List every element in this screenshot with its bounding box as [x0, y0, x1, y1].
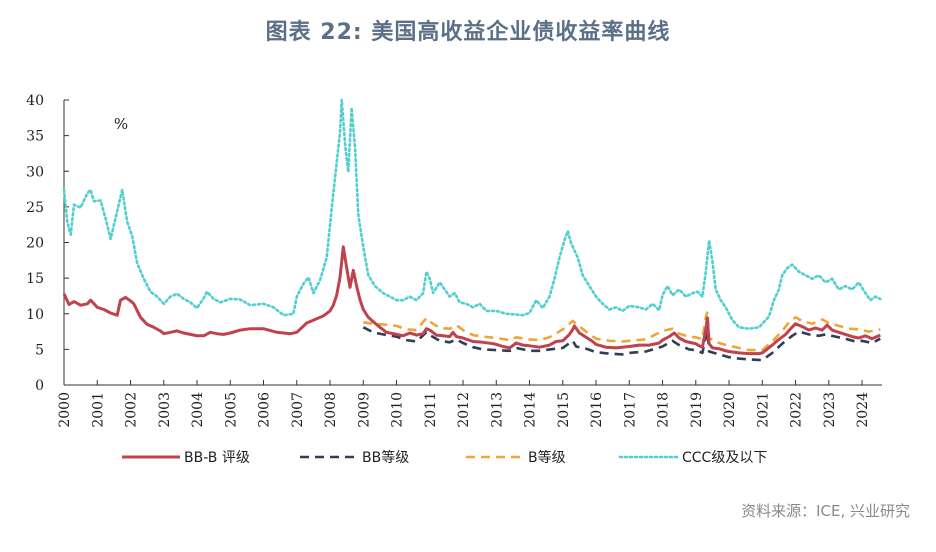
x-tick-label: 2014: [523, 392, 539, 428]
chart-axes: 0 5 10 15 20 25 30 35 40 2000 2001 2002 2003 2004 2005…: [26, 93, 882, 428]
x-tick-label: 2009: [356, 392, 372, 428]
y-tick-label: 5: [35, 342, 44, 358]
legend-label-4: CCC级及以下: [682, 450, 767, 466]
source-note: 资料来源：ICE, 兴业研究: [741, 502, 910, 520]
x-tick-label: 2020: [722, 392, 738, 428]
chart-title: 图表 22: 美国高收益企业债收益率曲线: [265, 20, 671, 45]
series-line-1: [62, 245, 881, 356]
legend-label-3: B等级: [528, 449, 566, 466]
x-tick-label: 2005: [223, 392, 239, 428]
y-tick-label: 35: [26, 129, 44, 145]
x-tick-label: 2011: [423, 392, 439, 428]
x-tick-label: 2004: [190, 392, 206, 428]
x-tick-label: 2015: [556, 392, 572, 428]
chart-legend: BB-B 评级 BB等级 B等级 CCC级及以下: [122, 449, 767, 466]
x-tick-label: 2017: [622, 392, 638, 428]
y-tick-label: 0: [35, 378, 44, 394]
x-tick-label: 2019: [689, 392, 705, 428]
x-tick-label: 2018: [656, 392, 672, 428]
series-line-3: [363, 310, 881, 352]
x-tick-label: 2021: [755, 392, 771, 428]
y-tick-label: 10: [26, 307, 44, 323]
x-tick-label: 2023: [822, 392, 838, 428]
x-tick-label: 2000: [57, 392, 73, 428]
y-tick-label: 40: [26, 93, 44, 109]
y-tick-label: 20: [26, 236, 44, 252]
x-tick-label: 2012: [456, 392, 472, 428]
y-tick-label: 15: [26, 271, 44, 287]
unit-label: %: [114, 115, 128, 133]
x-tick-label: 2001: [90, 392, 106, 428]
x-tick-label: 2024: [855, 392, 871, 428]
series-line-4: [62, 98, 882, 330]
x-tick-label: 2002: [124, 392, 140, 428]
x-tick-label: 2013: [489, 392, 505, 428]
chart-series-group: [62, 98, 882, 362]
x-tick-label: 2022: [789, 392, 805, 428]
y-tick-label: 30: [26, 164, 44, 180]
series-line-2: [362, 326, 881, 362]
legend-label-2: BB等级: [362, 449, 409, 466]
y-tick-label: 25: [26, 200, 44, 216]
legend-label-1: BB-B 评级: [184, 450, 250, 466]
x-tick-label: 2016: [589, 392, 605, 428]
x-tick-label: 2003: [157, 392, 173, 428]
x-tick-label: 2006: [257, 392, 273, 428]
x-tick-label: 2007: [290, 392, 306, 428]
x-tick-label: 2010: [390, 392, 406, 428]
x-tick-label: 2008: [323, 392, 339, 428]
